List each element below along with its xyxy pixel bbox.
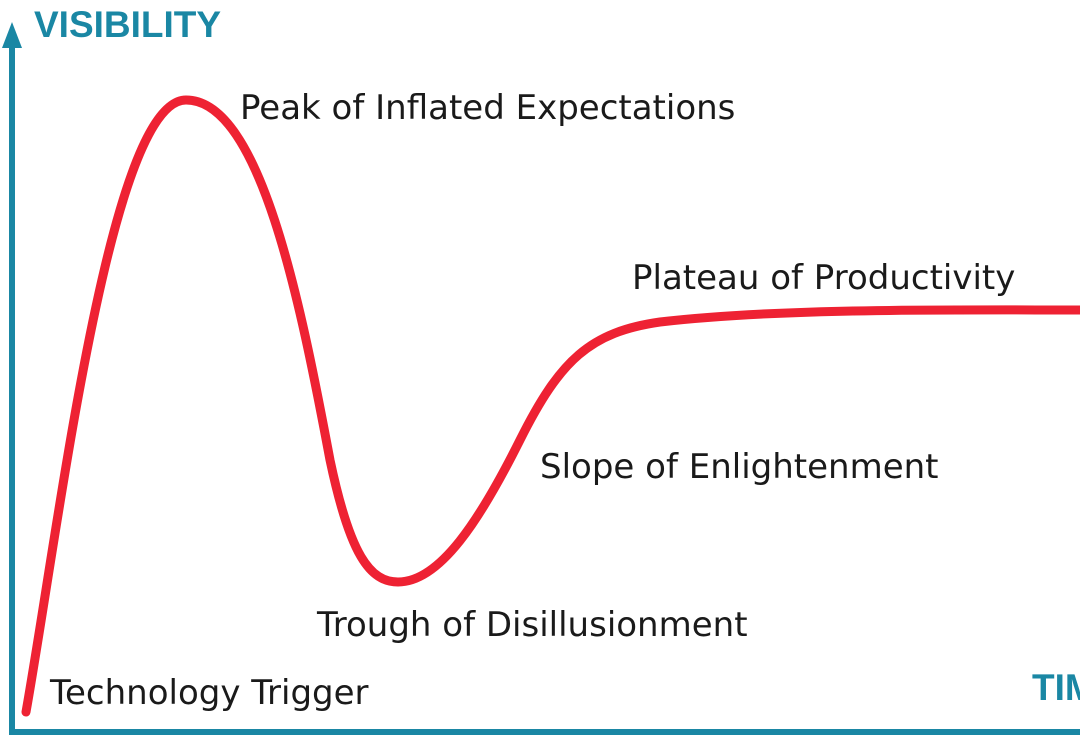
y-axis-label: VISIBILITY [34,4,221,45]
phase-label-peak-of-inflated-expectations: Peak of Inflated Expectations [240,88,735,128]
x-axis-label: TIME [1032,667,1080,708]
hype-curve [21,95,1080,717]
y-axis-arrow-icon [2,22,22,48]
phase-label-trough-of-disillusionment: Trough of Disillusionment [316,605,748,645]
phase-label-plateau-of-productivity: Plateau of Productivity [632,258,1015,298]
phase-label-slope-of-enlightenment: Slope of Enlightenment [540,447,939,487]
phase-label-technology-trigger: Technology Trigger [49,673,369,713]
